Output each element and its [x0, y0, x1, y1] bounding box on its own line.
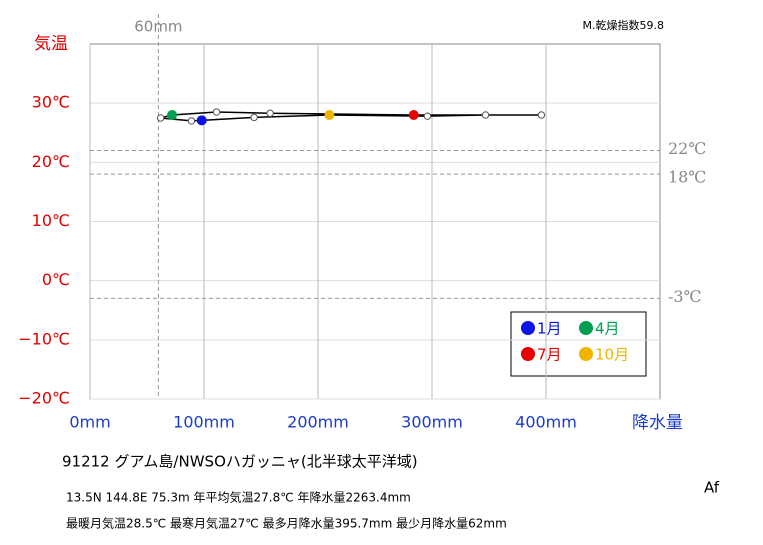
- legend-marker: [521, 347, 535, 361]
- info-line: 最暖月気温28.5℃ 最寒月気温27℃ 最多月降水量395.7mm 最少月降水量…: [66, 516, 507, 531]
- legend-marker: [521, 321, 535, 335]
- legend-label: 7月: [537, 346, 562, 364]
- month-point: [537, 111, 546, 119]
- month-point: [187, 117, 196, 125]
- month-point: [423, 112, 432, 120]
- month-point: [481, 111, 490, 119]
- legend-box: [510, 311, 647, 377]
- month-point: [196, 115, 207, 126]
- ref-label: 18℃: [668, 168, 706, 187]
- x-tick-label: 400mm: [515, 413, 577, 432]
- month-point: [156, 114, 165, 122]
- y-tick-label: 20℃: [32, 152, 70, 171]
- ref-label: -3℃: [668, 287, 701, 306]
- y-tick-label: −10℃: [18, 329, 70, 348]
- x-tick-label: 0mm: [69, 413, 110, 432]
- legend-marker: [579, 321, 593, 335]
- month-point: [408, 110, 419, 120]
- x-tick-label: 200mm: [287, 413, 349, 432]
- x-axis-label: 降水量: [632, 413, 683, 433]
- y-tick-label: 30℃: [32, 93, 70, 112]
- x-tick-label: 300mm: [401, 413, 463, 432]
- month-point: [167, 110, 178, 120]
- ref-label: 60mm: [134, 18, 182, 36]
- month-point: [266, 109, 274, 117]
- legend-marker: [579, 347, 593, 361]
- info-line: 13.5N 144.8E 75.3m 年平均気温27.8℃ 年降水量2263.4…: [66, 490, 411, 505]
- legend-label: 4月: [595, 320, 620, 338]
- climate-class: Af: [704, 479, 720, 497]
- y-tick-label: 0℃: [42, 270, 70, 289]
- legend-label: 1月: [537, 320, 562, 338]
- x-tick-label: 100mm: [173, 413, 235, 432]
- station: 91212 グアム島/NWSOハガッニャ(北半球太平洋域): [62, 453, 418, 471]
- month-point: [324, 110, 335, 120]
- month-point: [250, 113, 258, 122]
- y-tick-label: 10℃: [32, 211, 70, 230]
- month-point: [212, 108, 221, 116]
- y-tick-label: −20℃: [18, 389, 70, 408]
- legend-label: 10月: [595, 346, 629, 364]
- ref-label: 22℃: [668, 139, 706, 158]
- index-note: M.乾燥指数59.8: [583, 18, 664, 32]
- y-axis-label: 気温: [34, 34, 68, 54]
